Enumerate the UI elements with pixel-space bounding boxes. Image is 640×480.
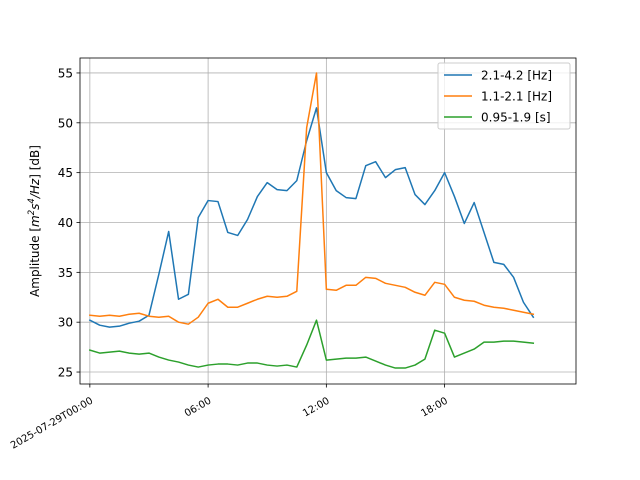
- legend: 2.1-4.2 [Hz] 1.1-2.1 [Hz] 0.95-1.9 [s]: [437, 62, 571, 130]
- x-tick-label: 06:00: [183, 396, 213, 420]
- y-tick-label: 45: [58, 166, 73, 180]
- series-line: [88, 319, 535, 369]
- legend-box: [437, 62, 571, 130]
- series-lines: [88, 72, 535, 369]
- series-2: [89, 72, 535, 325]
- y-tick-label: 40: [58, 216, 73, 230]
- x-tick-label: 12:00: [301, 396, 331, 420]
- legend-label: 2.1-4.2 [Hz]: [481, 69, 552, 83]
- x-tick-label: 18:00: [419, 396, 449, 420]
- y-axis-ticks: 25 30 35 40 45 50 55: [58, 66, 80, 380]
- y-tick-label: 55: [58, 66, 73, 80]
- x-axis-ticks: 2025-07-29T00:00 06:00 12:00 18:00: [9, 384, 450, 452]
- legend-label: 0.95-1.9 [s]: [481, 111, 551, 125]
- series-line: [89, 72, 535, 325]
- series-1: [88, 107, 535, 328]
- grid: [80, 58, 576, 384]
- x-tick-label: 2025-07-29T00:00: [9, 396, 95, 452]
- series-3: [88, 319, 535, 369]
- series-line: [88, 107, 535, 328]
- y-tick-label: 50: [58, 116, 73, 130]
- y-axis-label: Amplitude [m2s4/Hz] [dB]: [27, 145, 42, 297]
- y-tick-label: 30: [58, 316, 73, 330]
- y-tick-label: 25: [58, 366, 73, 380]
- legend-label: 1.1-2.1 [Hz]: [481, 90, 552, 104]
- y-tick-label: 35: [58, 266, 73, 280]
- plot-frame: [79, 57, 577, 385]
